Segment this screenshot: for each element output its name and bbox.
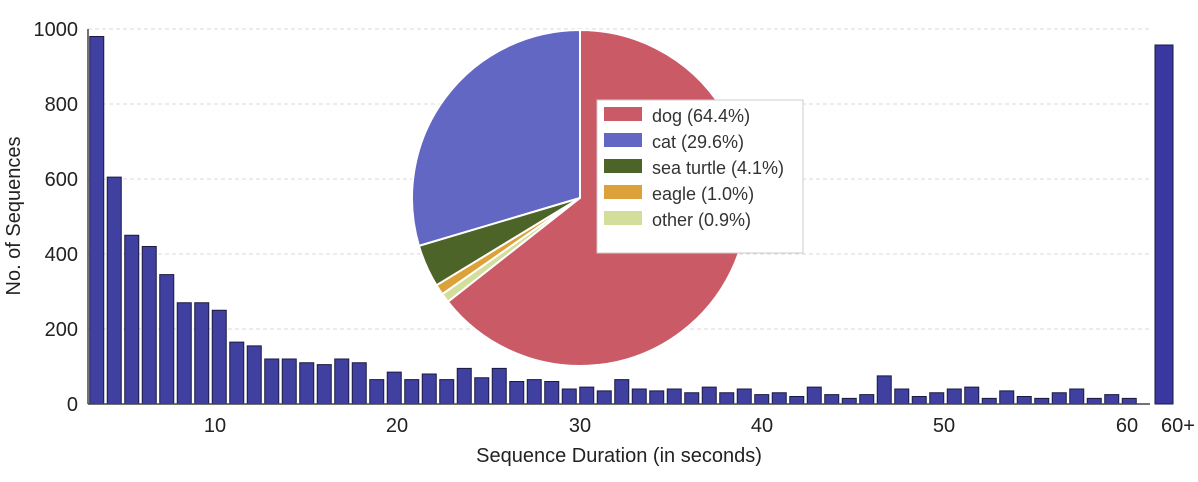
svg-text:cat (29.6%): cat (29.6%) (652, 132, 744, 152)
svg-text:Sequence Duration (in seconds): Sequence Duration (in seconds) (476, 445, 762, 467)
svg-text:other (0.9%): other (0.9%) (652, 210, 751, 230)
svg-text:800: 800 (45, 94, 78, 116)
svg-text:No. of Sequences: No. of Sequences (3, 137, 25, 296)
svg-text:40: 40 (751, 415, 773, 437)
svg-text:dog (64.4%): dog (64.4%) (652, 106, 750, 126)
svg-text:1000: 1000 (34, 19, 79, 41)
svg-text:30: 30 (569, 415, 591, 437)
svg-text:20: 20 (386, 415, 408, 437)
svg-text:10: 10 (204, 415, 226, 437)
svg-text:200: 200 (45, 319, 78, 341)
svg-text:400: 400 (45, 244, 78, 266)
svg-text:60+: 60+ (1161, 415, 1195, 437)
svg-text:60: 60 (1116, 415, 1138, 437)
svg-text:50: 50 (933, 415, 955, 437)
svg-text:0: 0 (67, 394, 78, 416)
svg-text:eagle (1.0%): eagle (1.0%) (652, 184, 754, 204)
svg-text:600: 600 (45, 169, 78, 191)
svg-text:sea turtle (4.1%): sea turtle (4.1%) (652, 158, 784, 178)
